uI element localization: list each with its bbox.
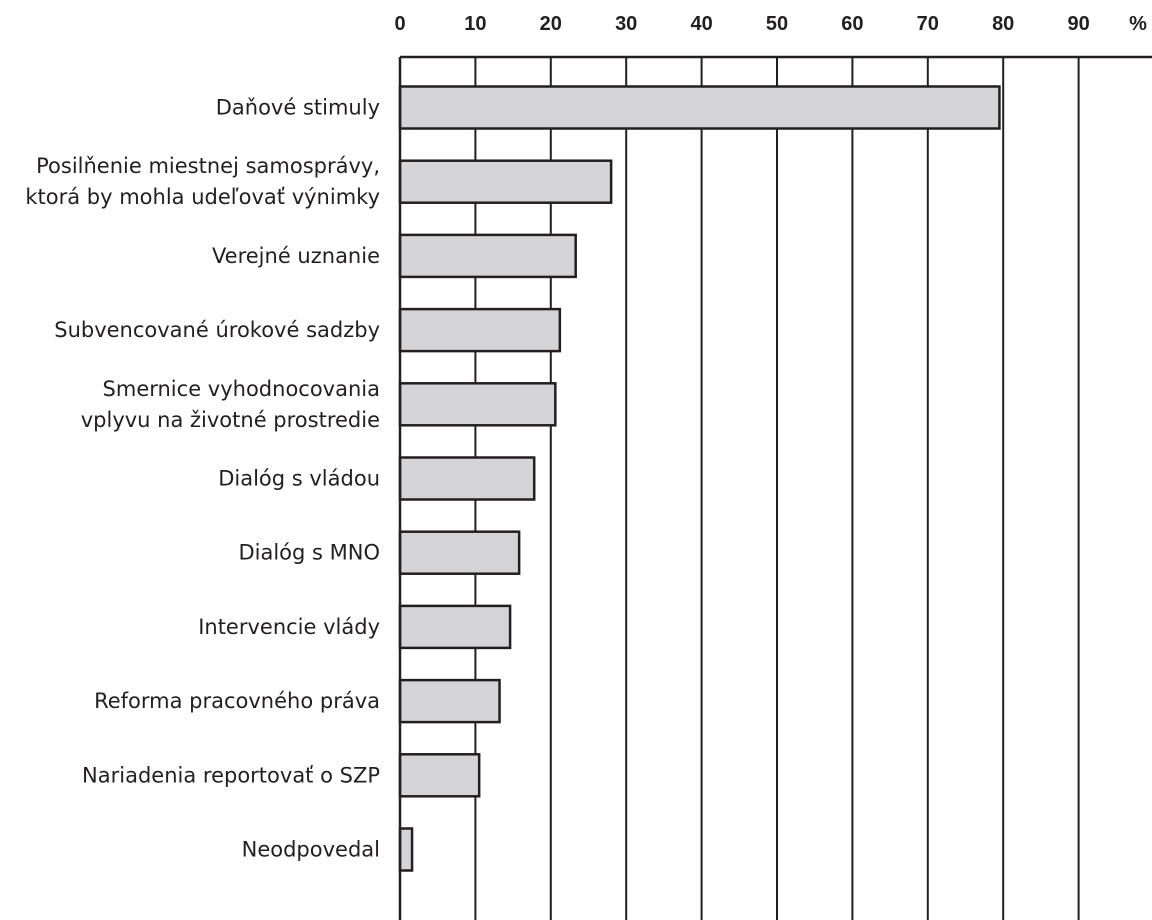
x-tick-label: 70 [917, 13, 939, 35]
bar [398, 604, 512, 650]
bar [398, 85, 1001, 130]
category-label: Dialóg s vládou [218, 467, 380, 491]
bars [398, 85, 1001, 872]
category-label: Smernice vyhodnocovania vplyvu na životné… [81, 377, 380, 432]
category-label-line: Dialóg s vládou [218, 467, 380, 491]
bar [398, 827, 414, 872]
bar [398, 307, 562, 353]
category-label: Daňové stimuly [216, 96, 380, 120]
category-label-line: Verejné uznanie [212, 244, 380, 268]
bar [398, 233, 577, 279]
category-label-line: Daňové stimuly [216, 96, 380, 120]
category-label: Intervencie vlády [198, 615, 380, 639]
axis [398, 55, 1152, 920]
bar [398, 456, 536, 501]
category-label-line: vplyvu na životné prostredie [81, 408, 380, 432]
category-label: Nariadenia reportovať o SZP [82, 763, 380, 787]
category-label: Reforma pracovného práva [94, 689, 380, 713]
category-label: Dialóg s MNO [238, 541, 380, 565]
category-label-line: Posilňenie miestnej samosprávy, [36, 154, 380, 178]
x-tick-label: 80 [992, 13, 1014, 35]
category-label-line: Subvencované úrokové sadzby [54, 318, 380, 342]
category-label: Subvencované úrokové sadzby [54, 318, 380, 342]
bar [398, 382, 557, 427]
x-tick-label: 0 [394, 13, 405, 35]
category-label-line: Intervencie vlády [198, 615, 380, 639]
unit-label: % [1129, 13, 1147, 35]
bar [398, 753, 481, 798]
x-tick-labels: 0 10 20 30 40 50 60 70 80 90 [394, 13, 1089, 35]
x-tick-label: 30 [615, 13, 637, 35]
category-label: Verejné uznanie [212, 244, 380, 268]
bar [398, 678, 501, 724]
x-tick-label: 40 [690, 13, 712, 35]
category-label-line: Neodpovedal [242, 838, 380, 862]
category-label-line: Smernice vyhodnocovania [103, 377, 380, 401]
x-tick-label: 10 [464, 13, 486, 35]
category-label: Posilňenie miestnej samosprávy, ktorá by … [25, 154, 380, 209]
category-label: Neodpovedal [242, 838, 380, 862]
bar [398, 530, 521, 575]
category-label-line: ktorá by mohla udeľovať výnimky [25, 185, 380, 209]
x-tick-label: 60 [841, 13, 863, 35]
x-tick-label: 20 [540, 13, 562, 35]
x-tick-label: 90 [1067, 13, 1089, 35]
category-label-line: Nariadenia reportovať o SZP [82, 763, 380, 787]
category-label-line: Reforma pracovného práva [94, 689, 380, 713]
bar [398, 159, 613, 204]
category-labels: Daňové stimuly Posilňenie miestnej samosp… [25, 96, 380, 862]
category-label-line: Dialóg s MNO [238, 541, 380, 565]
x-tick-label: 50 [766, 13, 788, 35]
